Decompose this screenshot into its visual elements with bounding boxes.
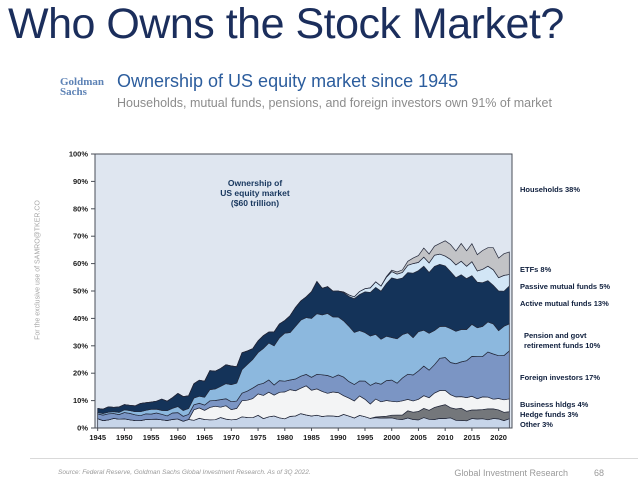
y-axis-label: 70%: [73, 232, 88, 241]
series-label: Pension and govt retirement funds 10%: [524, 331, 601, 350]
logo-line-2: Sachs: [60, 86, 87, 98]
x-axis-label: 1980: [276, 433, 293, 442]
y-axis-label: 20%: [73, 369, 88, 378]
y-axis-label: 40%: [73, 314, 88, 323]
y-axis-label: 10%: [73, 396, 88, 405]
y-axis-label: 90%: [73, 177, 88, 186]
series-label: Business hldgs 4%: [520, 400, 589, 409]
footer-department: Global Investment Research: [454, 468, 568, 478]
x-axis-label: 1945: [89, 433, 106, 442]
x-axis-label: 1995: [357, 433, 374, 442]
x-axis-label: 1955: [143, 433, 160, 442]
y-axis-label: 30%: [73, 341, 88, 350]
y-axis-label: 60%: [73, 259, 88, 268]
chart-subheading: Households, mutual funds, pensions, and …: [117, 96, 552, 110]
chart-annotation: Ownership of US equity market ($60 trill…: [220, 178, 290, 208]
x-axis-label: 1960: [170, 433, 187, 442]
footer-divider: [30, 458, 638, 459]
x-axis-label: 2010: [437, 433, 454, 442]
x-axis-label: 2005: [410, 433, 427, 442]
footer-source-note: Source: Federal Reserve, Goldman Sachs G…: [58, 469, 311, 476]
series-label: Active mutual funds 13%: [520, 299, 609, 308]
area-etfs: [97, 240, 510, 410]
y-axis-label: 80%: [73, 204, 88, 213]
x-axis-label: 2020: [490, 433, 507, 442]
x-axis-label: 1975: [250, 433, 267, 442]
goldman-sachs-logo: Goldman Sachs: [60, 76, 112, 98]
series-label: Passive mutual funds 5%: [520, 282, 610, 291]
x-axis-label: 1970: [223, 433, 240, 442]
x-axis-label: 2015: [464, 433, 481, 442]
stacked-area-chart: 0% 10% 20% 30% 40% 50% 60% 70% 80% 90% 100% 1945 195…: [69, 150, 611, 443]
footer-page-number: 68: [593, 468, 604, 478]
y-axis-label: 50%: [73, 287, 88, 296]
page-title: Who Owns the Stock Market?: [8, 0, 564, 48]
logo-line-1: Goldman: [60, 76, 105, 88]
series-label: Hedge funds 3%: [520, 410, 579, 419]
series-label: Other 3%: [520, 420, 553, 429]
chart-area: 0% 10% 20% 30% 40% 50% 60% 70% 80% 90% 100% 1945 195…: [0, 145, 640, 455]
series-label: Foreign investors 17%: [520, 373, 600, 382]
series-label: Households 38%: [520, 185, 580, 194]
y-axis-label: 100%: [69, 150, 89, 159]
footer-right: Global Investment Research 68: [454, 468, 604, 478]
x-axis-label: 1990: [330, 433, 347, 442]
y-axis-label: 0%: [77, 424, 88, 433]
x-axis-label: 2000: [383, 433, 400, 442]
x-axis-label: 1985: [303, 433, 320, 442]
series-label: ETFs 8%: [520, 265, 552, 274]
chart-heading: Ownership of US equity market since 1945: [117, 71, 459, 91]
x-axis-label: 1950: [116, 433, 133, 442]
x-axis-label: 1965: [196, 433, 213, 442]
